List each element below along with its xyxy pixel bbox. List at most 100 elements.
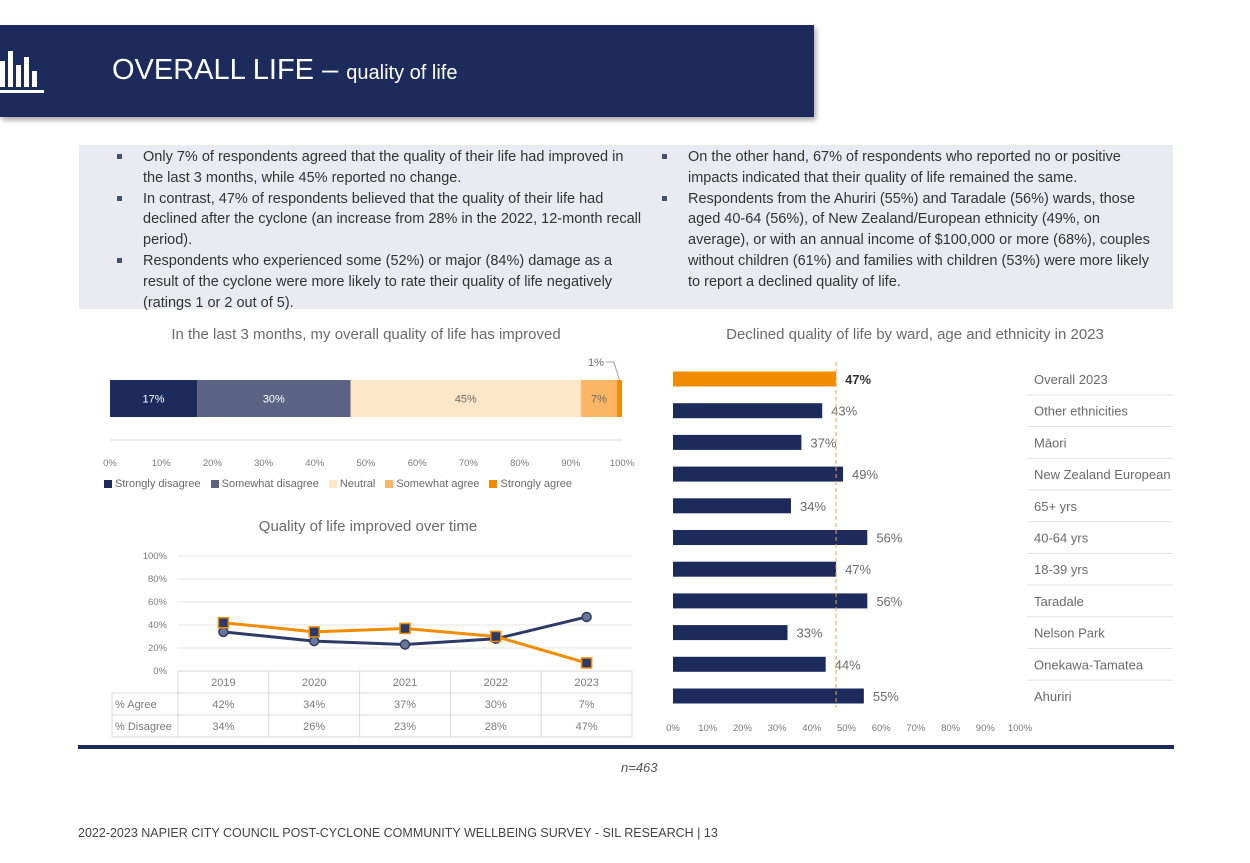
category-label: Overall 2023 [1034,372,1108,387]
category-bar [673,466,844,482]
header-banner: OVERALL LIFE – quality of life [0,25,814,117]
x-tick-label: 30% [254,458,274,469]
series-point [308,626,320,638]
sample-size-note: n=463 [621,760,658,775]
table-cell: 34% [303,699,325,711]
x-tick-label: 10% [152,458,172,469]
x-tick-label: 10% [698,723,718,734]
x-tick-label: 2022 [484,677,508,689]
series-point [218,626,229,638]
legend-label: Strongly agree [500,478,573,490]
stacked-chart-title: In the last 3 months, my overall quality… [171,326,561,343]
category-label: 65+ yrs [1034,499,1077,514]
x-tick-label: 90% [976,723,996,734]
x-tick-label: 0% [103,458,117,469]
series-point [580,657,593,669]
category-label: 40-64 yrs [1034,531,1089,546]
category-bar [673,434,802,450]
summary-left-column: Only 7% of respondents agreed that the q… [117,147,647,313]
bar-value-label: 43% [831,404,857,419]
x-tick-label: 20% [203,458,223,469]
segment-label: 17% [143,394,165,406]
summary-bullet: Only 7% of respondents agreed that the q… [117,147,647,189]
legend-label: Somewhat agree [396,478,480,490]
x-tick-label: 100% [1008,723,1033,734]
y-tick-label: 0% [153,666,167,677]
page-title-sub: quality of life [346,62,458,84]
x-tick-label: 60% [408,458,428,469]
category-label: Taradale [1034,594,1084,609]
summary-box: Only 7% of respondents agreed that the q… [79,145,1173,311]
category-label: Māori [1034,435,1067,450]
legend-label: Strongly disagree [115,478,201,490]
legend-swatch [104,480,112,488]
x-tick-label: 40% [305,458,325,469]
category-label: Onekawa-Tamatea [1034,657,1144,672]
x-tick-label: 50% [356,458,376,469]
y-tick-label: 80% [148,574,168,585]
stacked-chart-legend: Strongly disagree Somewhat disagree Neutra… [104,478,572,490]
table-cell: 26% [303,721,325,733]
bottom-divider [78,745,1174,749]
table-cell: 30% [485,699,507,711]
table-row-label: % Disagree [115,721,172,733]
series-point [217,616,230,629]
bar-value-label: 55% [873,689,899,704]
legend-item: Somewhat disagree [210,478,319,490]
stacked-bar-segment [616,380,622,417]
ward-chart-title: Declined quality of life by ward, age an… [726,326,1104,343]
legend-swatch [210,480,219,488]
table-cell: 28% [485,721,507,733]
x-tick-label: 2023 [574,677,598,689]
category-bar [673,530,868,545]
legend-item: Neutral [328,478,376,490]
stacked-bar-segment [197,380,351,417]
ward-bar-chart: 47% Overall 2023 43% Other ethnicities 37% Mā… [666,362,1173,734]
segment-label: 1% [588,357,604,369]
bar-chart-icon [0,51,44,93]
bar-value-label: 56% [876,531,902,546]
page-title-main: OVERALL LIFE – [112,54,339,86]
x-tick-label: 80% [941,723,961,734]
x-tick-label: 100% [610,458,635,469]
bar-value-label: 34% [800,499,826,514]
category-bar [673,403,823,419]
legend-swatch [385,480,394,488]
legend-label: Neutral [339,478,376,490]
x-tick-label: 2020 [302,677,326,689]
category-bar [673,625,788,641]
x-tick-label: 80% [510,458,530,469]
category-bar [673,593,868,609]
series-point [399,622,411,635]
x-tick-label: 40% [802,723,822,734]
line-chart: 0% 20% 40% 60% 80% 100% 2019 2020 2021 2022 2023 % … [111,551,633,738]
legend-item: Strongly disagree [104,478,201,490]
series-point [490,630,502,643]
y-tick-label: 40% [148,620,168,631]
legend-item: Strongly agree [489,478,572,490]
bar-value-label: 33% [797,626,823,641]
x-tick-label: 60% [872,723,892,734]
category-label: Nelson Park [1034,626,1105,641]
category-label: Other ethnicities [1034,404,1128,419]
category-label: 18-39 yrs [1034,562,1089,577]
x-tick-label: 50% [837,723,857,734]
label-leader-line [605,361,620,381]
x-tick-label: 20% [733,723,753,734]
stacked-bar-segment [350,380,582,417]
table-row-label: % Agree [115,699,157,711]
stacked-bar-segment [110,380,198,417]
x-tick-label: 2021 [393,677,417,689]
table-cell: 37% [394,699,416,711]
segment-label: 30% [263,394,285,406]
legend-item: Somewhat agree [385,478,479,490]
x-tick-label: 0% [666,723,680,734]
bar-value-label: 47% [845,372,871,387]
segment-label: 45% [455,394,477,406]
table-cell: 7% [579,699,595,711]
series-point [399,639,411,650]
x-tick-label: 70% [459,458,479,469]
stacked-bar-chart: 17% 30% 45% 7% 1% 0% 10% 20% 30% 40% 50% 60% 70% 80% 9… [103,357,635,469]
summary-bullet: In contrast, 47% of respondents believed… [117,189,647,251]
category-label: Ahuriri [1034,689,1072,704]
